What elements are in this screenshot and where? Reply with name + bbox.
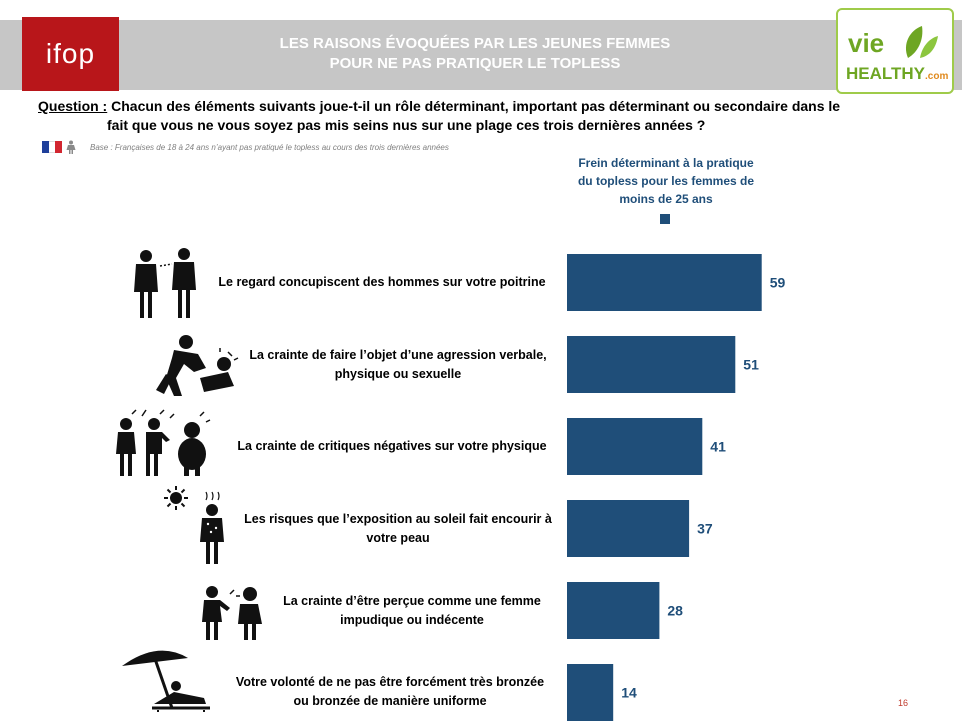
aggression-icon [156, 335, 239, 396]
category-label: La crainte de faire l’objet d’une agress… [249, 348, 547, 381]
woman-icon [66, 140, 76, 154]
bar [567, 500, 690, 557]
bar [567, 664, 614, 721]
sun-exposure-icon [164, 486, 224, 564]
title-line-1: LES RAISONS ÉVOQUÉES PAR LES JEUNES FEMM… [279, 35, 671, 52]
french-flag-icon [42, 141, 63, 153]
series-header: Frein déterminant à la pratique du tople… [568, 154, 764, 208]
sunbathing-icon [122, 650, 210, 712]
question-label: Question : [38, 98, 108, 114]
base-note: Base : Françaises de 18 à 24 ans n’ayant… [90, 142, 449, 152]
series-header-line: Frein déterminant à la pratique [578, 156, 754, 170]
category-label: Le regard concupiscent des hommes sur vo… [218, 275, 546, 289]
question-line-2: fait que vous ne vous soyez pas mis sein… [107, 117, 706, 133]
bar [567, 336, 736, 393]
judgment-icon [202, 586, 262, 640]
legend-swatch [660, 214, 670, 224]
logo-vie-text: vie [848, 28, 885, 58]
bar [567, 418, 703, 475]
category-label: Votre volonté de ne pas être forcément t… [235, 675, 545, 708]
page-title: LES RAISONS ÉVOQUÉES PAR LES JEUNES FEMM… [200, 34, 750, 74]
question-text: Question : Chacun des éléments suivants … [38, 97, 858, 135]
title-line-2: POUR NE PAS PRATIQUER LE TOPLESS [329, 55, 621, 72]
series-header-line: du topless pour les femmes de [577, 174, 755, 188]
logo-healthy-text: HEALTHY.com [846, 64, 949, 83]
men-staring-icon [134, 248, 196, 318]
header-band [0, 20, 962, 90]
criticism-icon [116, 409, 211, 476]
category-label: La crainte d’être perçue comme une femme… [283, 594, 541, 627]
data-label: 59 [770, 275, 786, 291]
data-label: 51 [743, 357, 759, 373]
leaf-icon [905, 26, 938, 58]
category-label: Les risques que l’exposition au soleil f… [244, 512, 552, 545]
viehealthy-logo: vie HEALTHY.com [836, 8, 954, 94]
bar [567, 254, 762, 311]
category-label: La crainte de critiques négatives sur vo… [237, 439, 547, 453]
question-line-1: Chacun des éléments suivants joue-t-il u… [111, 98, 841, 114]
data-label: 14 [621, 685, 637, 701]
base-row: Base : Françaises de 18 à 24 ans n’ayant… [42, 140, 449, 154]
ifop-logo: ifop [22, 17, 119, 91]
data-label: 37 [697, 521, 713, 537]
data-label: 41 [710, 439, 726, 455]
series-header-line: moins de 25 ans [619, 192, 713, 206]
page-number: 16 [898, 698, 909, 708]
bar [567, 582, 660, 639]
data-label: 28 [667, 603, 683, 619]
